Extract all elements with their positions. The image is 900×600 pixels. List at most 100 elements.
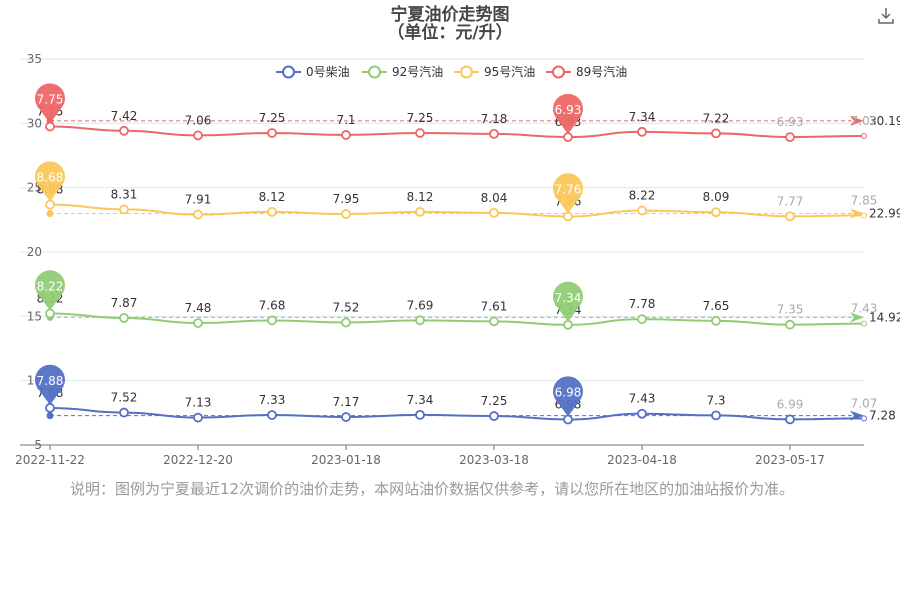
mean-label: 7.28 <box>869 409 896 423</box>
data-point <box>637 126 647 137</box>
legend-symbol <box>552 65 565 79</box>
data-label: 7.42 <box>111 109 138 123</box>
max-pin-label: 7.75 <box>37 93 64 107</box>
data-point <box>267 315 277 326</box>
data-label: 8.12 <box>259 190 286 204</box>
series-line <box>49 406 865 421</box>
data-point <box>711 128 721 139</box>
legend-item[interactable]: 89号汽油 <box>546 64 627 79</box>
series-layer: 7.28 7.88 7.52 7.13 7.33 7.17 7.34 7.25 6.98 7.43… <box>37 105 900 425</box>
data-point <box>489 411 499 421</box>
data-label: 7.78 <box>629 297 656 311</box>
max-pin: 7.75 <box>35 83 65 124</box>
data-label: 6.93 <box>777 115 804 129</box>
data-label: 7.22 <box>703 111 730 125</box>
legend-label: 92号汽油 <box>392 64 443 79</box>
legend-label: 0号柴油 <box>306 65 350 79</box>
legend-label: 95号汽油 <box>484 64 535 79</box>
min-pin-label: 7.34 <box>555 291 582 305</box>
data-label: 8.12 <box>407 190 434 204</box>
data-label: 7.35 <box>777 303 804 317</box>
y-tick-label: 35 <box>27 52 42 66</box>
data-label: 8.31 <box>111 187 138 201</box>
data-label: 7.95 <box>333 192 360 206</box>
data-label: 7.25 <box>481 394 508 408</box>
data-point <box>415 315 425 326</box>
data-label: 7.13 <box>185 396 212 410</box>
data-point <box>861 132 867 139</box>
data-label: 7.02 <box>851 114 878 128</box>
data-point <box>193 130 203 141</box>
data-label: 7.34 <box>407 393 434 407</box>
legend-symbol <box>460 65 473 79</box>
data-point <box>341 130 351 140</box>
mean-label: 30.19 <box>869 114 900 128</box>
data-label: 8.22 <box>629 189 656 203</box>
data-point <box>341 209 351 219</box>
x-tick-label: 2022-11-22 <box>15 453 85 467</box>
data-label: 7.34 <box>629 110 656 124</box>
max-pin-label: 7.88 <box>37 374 64 388</box>
data-point <box>119 407 129 418</box>
mean-label: 14.92 <box>869 310 900 324</box>
data-label: 7.87 <box>111 296 138 310</box>
data-point <box>785 319 795 330</box>
chart-subtitle: （单位：元/升） <box>387 22 512 43</box>
x-tick-label: 2023-01-18 <box>311 453 381 467</box>
data-label: 7.43 <box>851 302 878 316</box>
max-pin-shape <box>35 270 65 311</box>
data-point <box>415 409 425 420</box>
data-point <box>563 132 573 143</box>
y-tick-label: 15 <box>27 309 42 323</box>
legend-symbol <box>368 65 381 79</box>
data-point <box>785 132 795 143</box>
max-pin: 8.68 <box>35 161 65 202</box>
mean-line-start <box>46 412 54 420</box>
data-point <box>45 308 55 319</box>
data-point <box>489 316 499 327</box>
legend-item[interactable]: 95号汽油 <box>454 64 535 79</box>
data-point <box>861 320 867 327</box>
min-pin-label: 6.98 <box>555 386 582 400</box>
data-point <box>45 403 55 413</box>
max-pin: 7.88 <box>35 364 65 405</box>
legend-label: 89号汽油 <box>576 64 627 79</box>
min-pin: 6.93 <box>553 93 583 135</box>
data-label: 7.68 <box>259 298 286 312</box>
min-pin-shape <box>553 281 583 322</box>
min-pin-label: 6.93 <box>555 103 582 117</box>
data-label: 8.04 <box>481 191 508 205</box>
data-label: 7.17 <box>333 395 360 409</box>
data-point <box>119 313 129 323</box>
series-line <box>49 125 865 139</box>
data-point <box>637 205 647 216</box>
data-label: 7.3 <box>706 393 725 407</box>
data-label: 7.77 <box>777 194 804 208</box>
min-pin-shape <box>553 93 583 135</box>
min-pin-shape <box>553 376 583 417</box>
data-label: 7.1 <box>336 113 355 127</box>
data-point <box>267 128 277 138</box>
data-label: 6.99 <box>777 397 804 411</box>
legend-item[interactable]: 0号柴油 <box>276 65 350 79</box>
legend[interactable]: 0号柴油 92号汽油 95号汽油 89号汽油 <box>276 64 627 79</box>
x-tick-label: 2023-03-18 <box>459 453 529 467</box>
x-tick-label: 2022-12-20 <box>163 453 233 467</box>
series-95号汽油: 22.998.688.317.918.127.958.128.047.768.2… <box>37 183 900 222</box>
data-label: 7.48 <box>185 301 212 315</box>
data-label: 7.91 <box>185 193 212 207</box>
data-label: 7.25 <box>407 111 434 125</box>
data-point <box>45 199 55 210</box>
y-tick-label: 30 <box>27 116 42 130</box>
data-label: 7.69 <box>407 298 434 312</box>
legend-item[interactable]: 92号汽油 <box>362 64 443 79</box>
download-icon[interactable] <box>876 6 896 26</box>
data-point <box>711 207 721 218</box>
data-label: 7.07 <box>851 396 878 410</box>
data-label: 7.06 <box>185 113 212 127</box>
series-line <box>49 312 865 326</box>
min-pin: 7.76 <box>553 173 583 214</box>
data-point <box>45 121 55 132</box>
x-tick-label: 2023-04-18 <box>607 453 677 467</box>
